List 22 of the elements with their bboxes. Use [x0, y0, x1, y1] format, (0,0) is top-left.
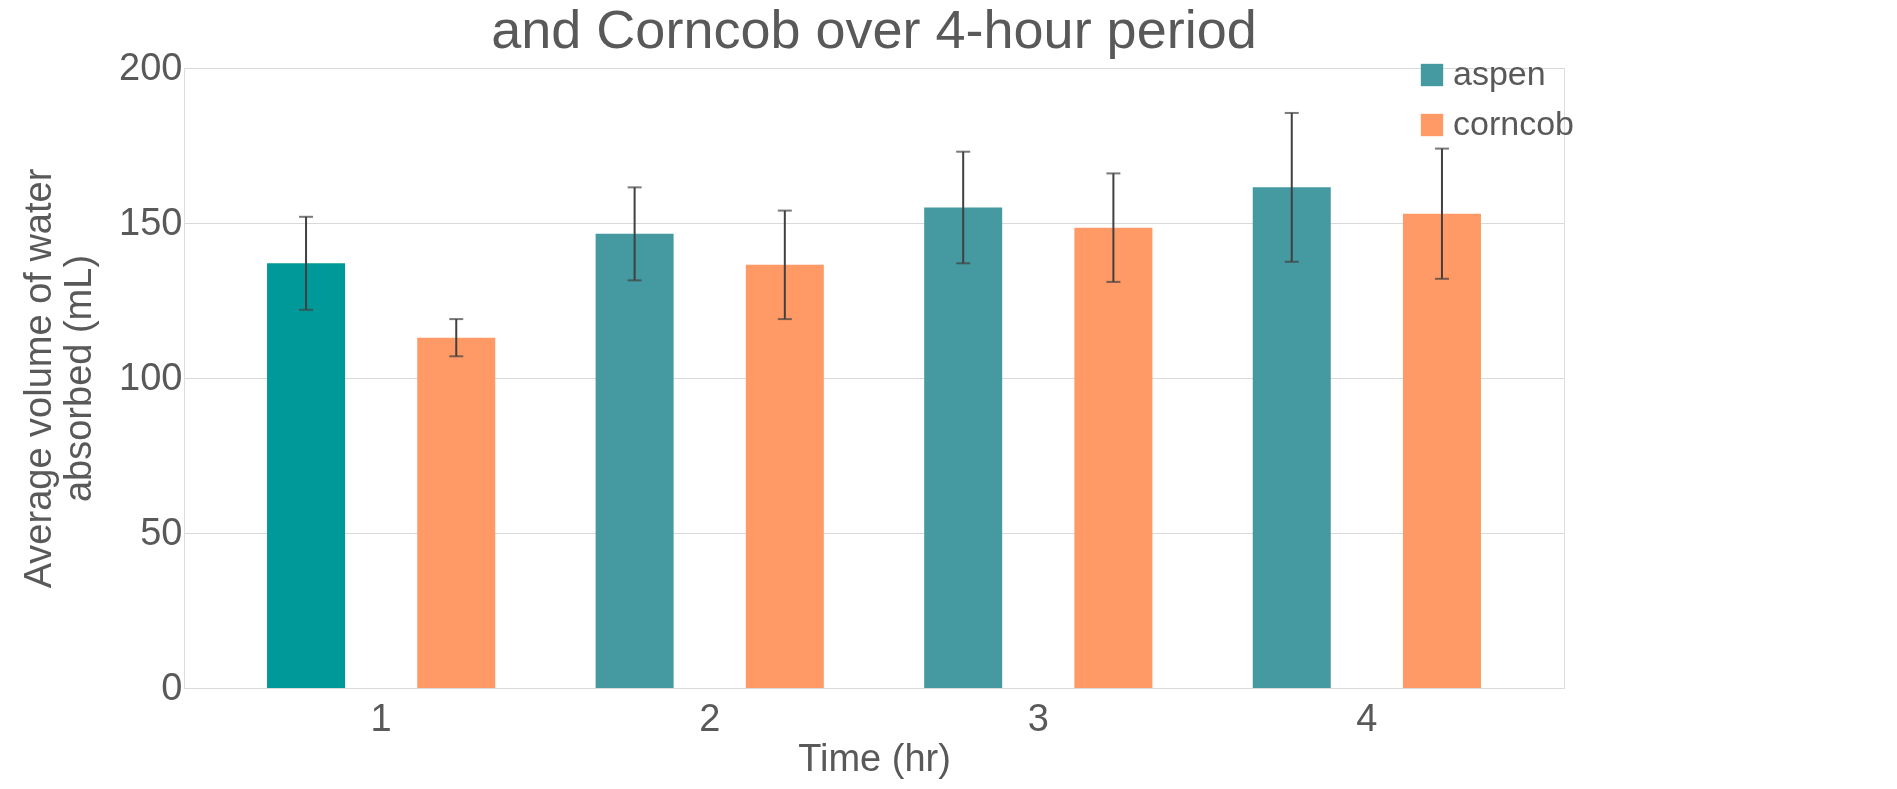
bar [1402, 213, 1481, 688]
bar [417, 337, 496, 688]
x-axis-title: Time (hr) [798, 736, 951, 779]
bar [1074, 227, 1153, 688]
y-tick-label: 0 [161, 665, 183, 708]
bar [924, 207, 1003, 688]
bar [745, 264, 824, 688]
y-tick-label: 100 [119, 355, 183, 398]
x-tick-label: 4 [1356, 696, 1378, 739]
chart-title: and Corncob over 4-hour period [491, 0, 1257, 59]
x-tick-label: 3 [1027, 696, 1049, 739]
y-tick-label: 200 [119, 45, 183, 88]
legend-label: aspen [1453, 54, 1546, 92]
bar [595, 233, 674, 688]
x-tick-label: 2 [699, 696, 721, 739]
x-tick-label: 1 [370, 696, 392, 739]
y-axis-title: Average volume of water absorbed (mL) [17, 168, 100, 589]
legend-label: corncob [1453, 104, 1574, 142]
bar [1252, 187, 1331, 688]
y-tick-label: 50 [140, 510, 183, 553]
bar [267, 263, 346, 688]
y-tick-label: 150 [119, 200, 183, 243]
